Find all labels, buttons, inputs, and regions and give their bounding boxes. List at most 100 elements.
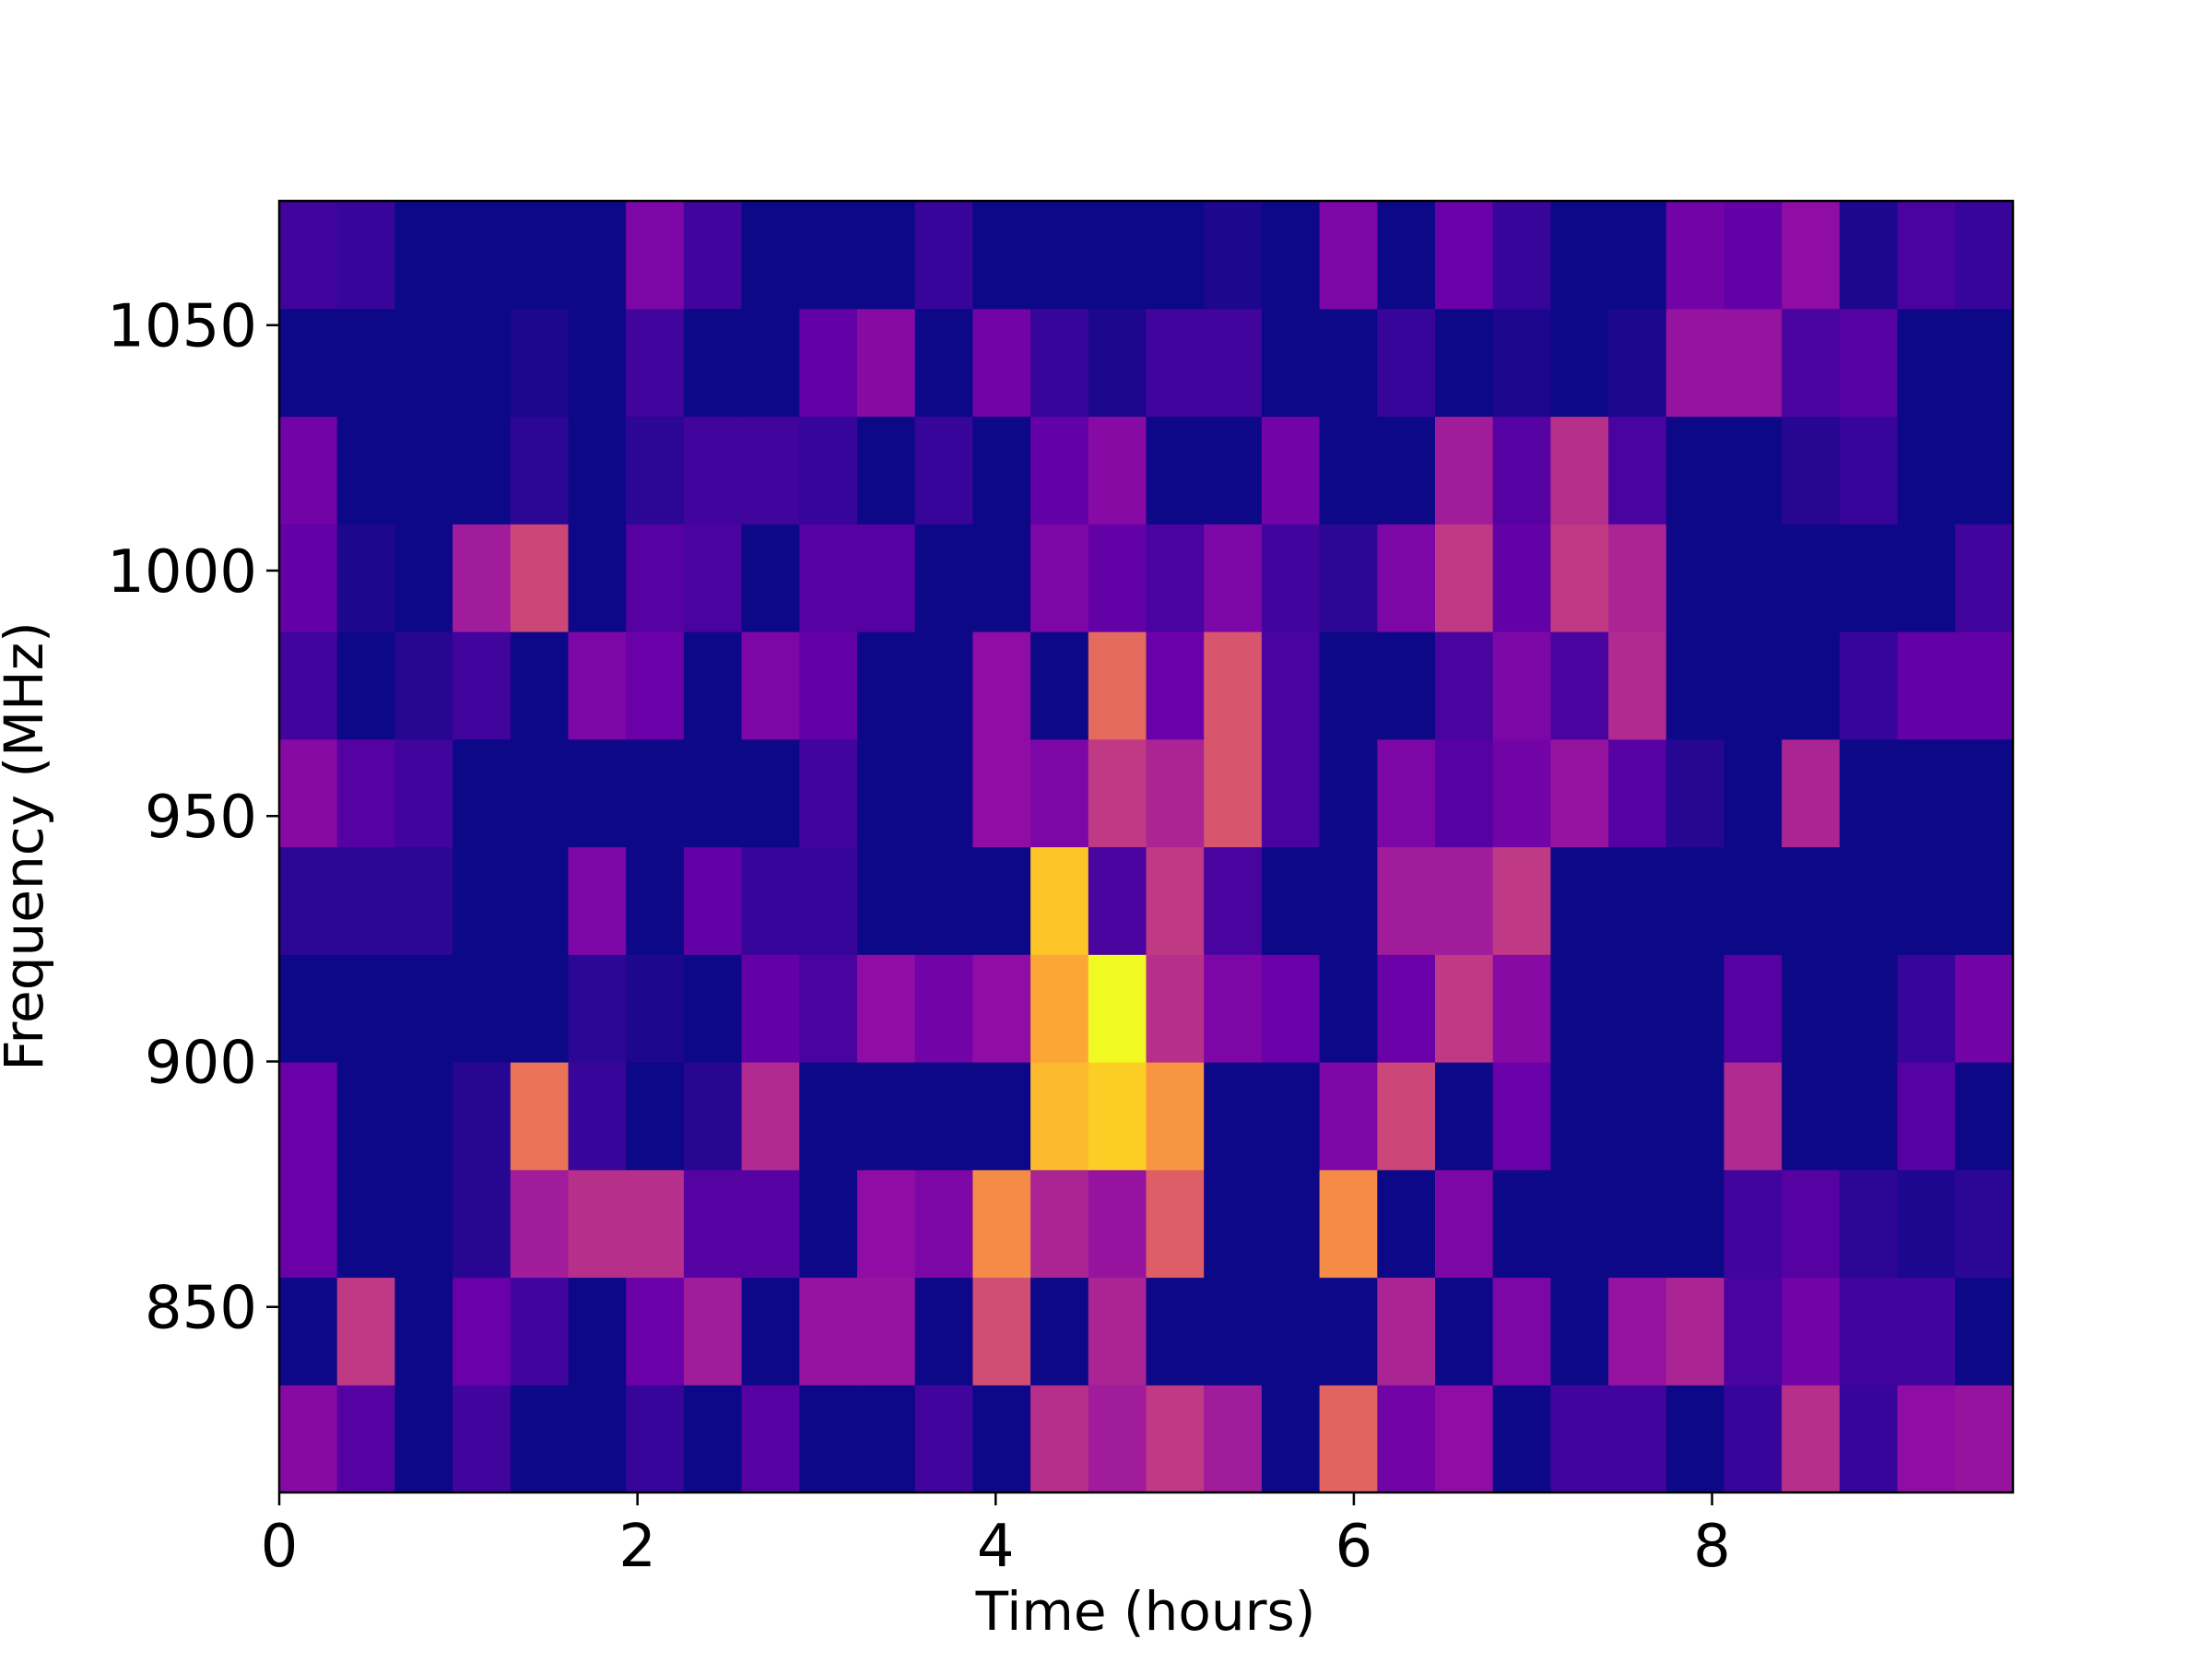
heatmap-cell bbox=[1897, 1385, 1956, 1493]
heatmap-cell bbox=[1608, 1277, 1667, 1386]
heatmap-cell bbox=[336, 846, 395, 955]
heatmap-cell bbox=[1955, 1169, 2014, 1279]
heatmap-cell bbox=[1782, 1385, 1841, 1493]
heatmap-cell bbox=[857, 631, 916, 740]
heatmap-cell bbox=[1377, 1169, 1436, 1279]
heatmap-cell bbox=[1550, 846, 1609, 955]
heatmap-cell bbox=[394, 1385, 453, 1493]
heatmap-cell bbox=[1377, 954, 1436, 1063]
heatmap-cell bbox=[336, 1385, 395, 1493]
heatmap-cell bbox=[741, 631, 800, 740]
heatmap-cell bbox=[683, 524, 743, 632]
heatmap-cell bbox=[683, 1385, 743, 1493]
heatmap-cell bbox=[1724, 1385, 1783, 1493]
heatmap-cell bbox=[568, 954, 627, 1063]
heatmap-cell bbox=[453, 631, 512, 740]
heatmap-cell bbox=[453, 954, 512, 1063]
heatmap-cell bbox=[1665, 524, 1725, 632]
heatmap-cell bbox=[741, 738, 800, 848]
heatmap-cell bbox=[626, 1169, 685, 1279]
heatmap-cell bbox=[1492, 416, 1551, 525]
heatmap-cell bbox=[568, 1385, 627, 1493]
heatmap-cell bbox=[1897, 954, 1956, 1063]
heatmap-cell bbox=[568, 846, 627, 955]
x-tick-label: 8 bbox=[1693, 1513, 1731, 1581]
heatmap-cell bbox=[914, 1062, 973, 1171]
heatmap-cell bbox=[1261, 1062, 1321, 1171]
heatmap-cell bbox=[683, 1169, 743, 1279]
heatmap-cell bbox=[1782, 524, 1841, 632]
heatmap-cell bbox=[1435, 416, 1494, 525]
heatmap-cell bbox=[1897, 846, 1956, 955]
heatmap-cell bbox=[453, 201, 512, 310]
heatmap-cell bbox=[1435, 1062, 1494, 1171]
heatmap-cell bbox=[1955, 738, 2014, 848]
heatmap-cell bbox=[336, 308, 395, 418]
heatmap-cell bbox=[1608, 308, 1667, 418]
heatmap-cell bbox=[972, 308, 1031, 418]
heatmap-cell bbox=[1492, 308, 1551, 418]
heatmap-cell bbox=[1261, 954, 1321, 1063]
heatmap-cell bbox=[1088, 1062, 1147, 1171]
heatmap-cell bbox=[914, 846, 973, 955]
heatmap-cell bbox=[914, 201, 973, 310]
heatmap-cell bbox=[1839, 524, 1899, 632]
heatmap-cell bbox=[1319, 846, 1378, 955]
heatmap-cell bbox=[914, 631, 973, 740]
heatmap-cell bbox=[510, 201, 570, 310]
heatmap-cell bbox=[857, 846, 916, 955]
plot-frame bbox=[277, 199, 2015, 1494]
heatmap-cell bbox=[1261, 1277, 1321, 1386]
heatmap-cell bbox=[1550, 1062, 1609, 1171]
heatmap-cell bbox=[626, 1062, 685, 1171]
heatmap-cell bbox=[394, 524, 453, 632]
heatmap-cell bbox=[336, 416, 395, 525]
heatmap-cell bbox=[510, 631, 570, 740]
heatmap-cell bbox=[741, 1277, 800, 1386]
heatmap-cell bbox=[1665, 954, 1725, 1063]
heatmap-cell bbox=[1030, 308, 1089, 418]
axes: 0 2 4 6 8 850 900 950 1000 1050 bbox=[107, 199, 2015, 1581]
heatmap-cell bbox=[1319, 1277, 1378, 1386]
heatmap-cell bbox=[1377, 524, 1436, 632]
heatmap-cell bbox=[1204, 1385, 1263, 1493]
heatmap-cell bbox=[1608, 416, 1667, 525]
heatmap-cell bbox=[1608, 1169, 1667, 1279]
heatmap-cell bbox=[453, 846, 512, 955]
heatmap-cell bbox=[626, 524, 685, 632]
y-tick-label: 850 bbox=[145, 1275, 257, 1343]
heatmap-cell bbox=[1319, 416, 1378, 525]
heatmap-cell bbox=[626, 416, 685, 525]
heatmap-cell bbox=[799, 631, 858, 740]
heatmap-cell bbox=[1839, 416, 1899, 525]
heatmap-cell bbox=[626, 631, 685, 740]
heatmap-cell bbox=[1204, 846, 1263, 955]
heatmap-cell bbox=[1377, 1277, 1436, 1386]
heatmap-cell bbox=[453, 1062, 512, 1171]
heatmap-cell bbox=[568, 738, 627, 848]
heatmap-cell bbox=[972, 1385, 1031, 1493]
heatmap-cell bbox=[1608, 954, 1667, 1063]
heatmap-cell bbox=[1030, 846, 1089, 955]
heatmap-cell bbox=[336, 954, 395, 1063]
heatmap-cell bbox=[1146, 954, 1205, 1063]
heatmap-cell bbox=[1204, 1062, 1263, 1171]
heatmap-cell bbox=[1261, 738, 1321, 848]
heatmap-cell bbox=[683, 738, 743, 848]
heatmap-cell bbox=[972, 1062, 1031, 1171]
heatmap-cell bbox=[453, 738, 512, 848]
heatmap-cell bbox=[741, 308, 800, 418]
heatmap-cell bbox=[394, 1277, 453, 1386]
heatmap-cell bbox=[799, 416, 858, 525]
heatmap-cell bbox=[1492, 201, 1551, 310]
heatmap-cell bbox=[914, 1385, 973, 1493]
heatmap-cell bbox=[1724, 524, 1783, 632]
heatmap-cell bbox=[1030, 1169, 1089, 1279]
heatmap-cell bbox=[279, 201, 338, 310]
heatmap-cell bbox=[741, 201, 800, 310]
heatmap-cell bbox=[510, 954, 570, 1063]
heatmap-cell bbox=[741, 954, 800, 1063]
heatmap-cell bbox=[1897, 308, 1956, 418]
heatmap-cell bbox=[510, 416, 570, 525]
